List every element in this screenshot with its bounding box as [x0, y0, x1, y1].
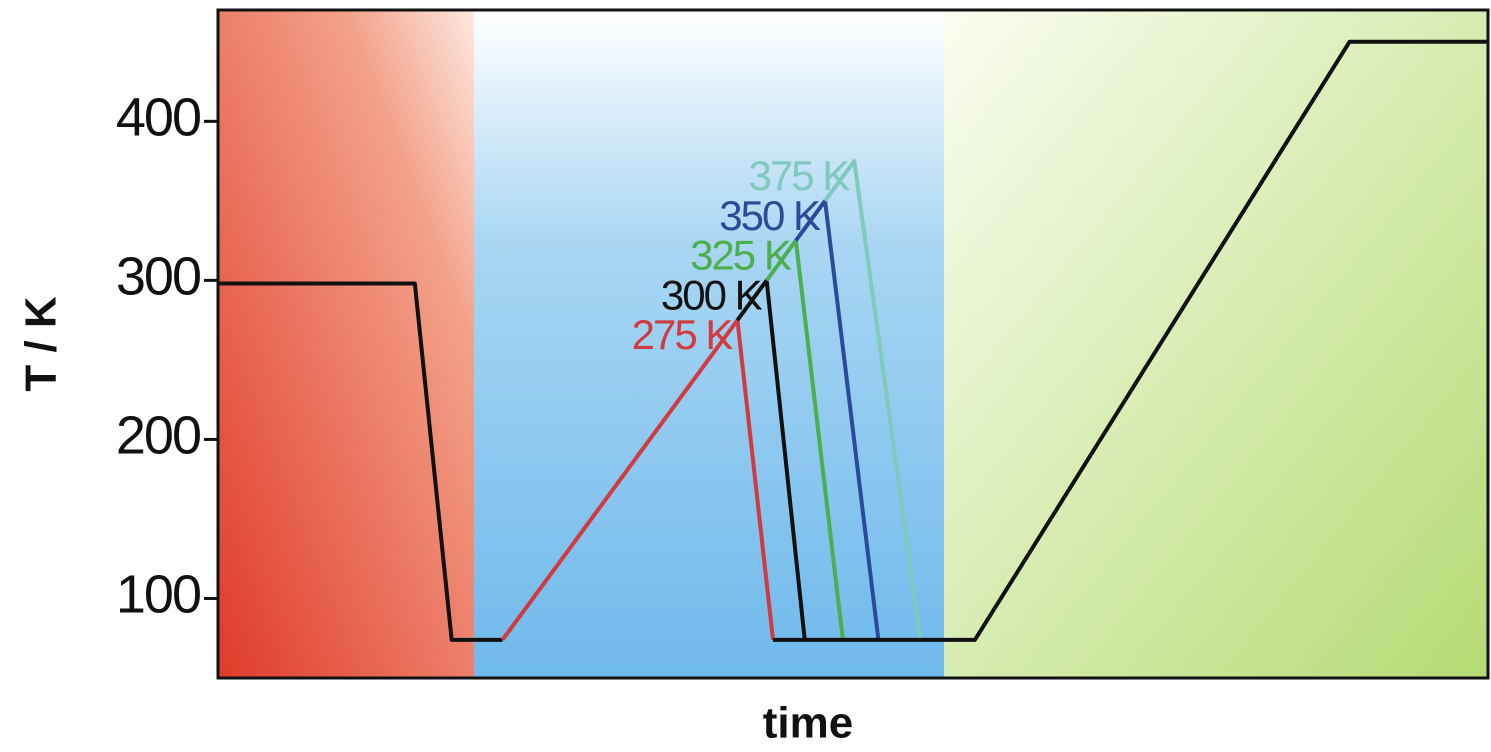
phase-background: [218, 10, 474, 678]
series-label: 375 K: [749, 152, 851, 199]
series-label: 275 K: [632, 311, 734, 358]
series-line: [823, 159, 923, 641]
series-label: 300 K: [661, 271, 763, 318]
y-tick-label: 400: [116, 88, 200, 148]
y-tick-label: 200: [116, 406, 200, 466]
phase-background: [474, 10, 944, 678]
series-line: [772, 39, 1488, 642]
series-line: [500, 318, 775, 642]
phase-background: [944, 10, 1488, 678]
plot-lines: [218, 39, 1488, 642]
y-axis-label: T / K: [17, 296, 66, 392]
series-label: 350 K: [719, 192, 821, 239]
y-tick-label: 100: [116, 565, 200, 625]
series-label: 325 K: [690, 232, 792, 279]
series-line: [735, 278, 807, 641]
y-tick-label: 300: [116, 247, 200, 307]
series-line: [218, 281, 503, 642]
plot-frame: [216, 8, 1490, 680]
x-axis-label: time: [763, 699, 853, 748]
